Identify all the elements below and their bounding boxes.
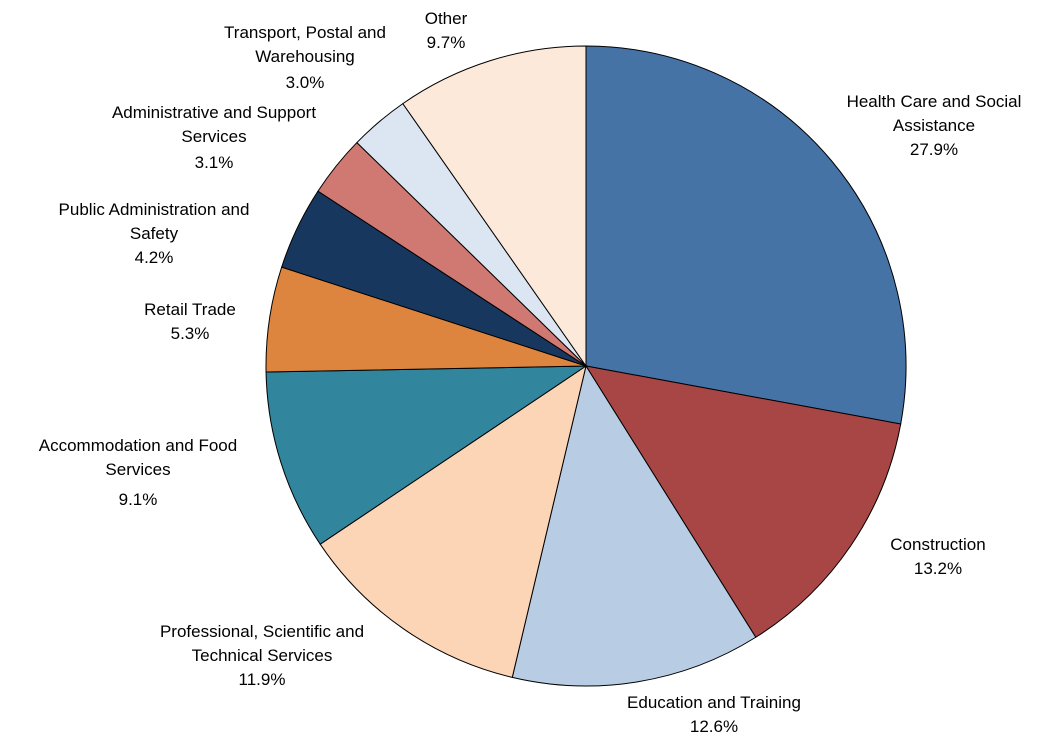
category-label: Health Care and Social Assistance (846, 92, 1022, 135)
slice (402, 45, 587, 368)
slice-label: Transport, Postal and Warehousing 3.0% (210, 21, 400, 95)
slice-label: Education and Training 12.6% (584, 691, 844, 739)
value-label: 27.9% (909, 140, 959, 159)
slice-label: Public Administration and Safety 4.2% (42, 198, 267, 270)
value-label: 9.1% (118, 490, 158, 509)
slice (584, 365, 902, 638)
value-label: 12.6% (689, 717, 739, 736)
category-label: Other (424, 9, 468, 28)
value-label: 3.0% (285, 73, 325, 92)
slice (585, 45, 907, 425)
slice (265, 365, 588, 545)
slice-label: Accommodation and Food Services 9.1% (36, 434, 241, 512)
category-label: Administrative and Support Services (111, 103, 317, 146)
slice (319, 364, 587, 678)
category-label: Education and Training (627, 693, 801, 712)
value-label: 5.3% (170, 324, 210, 343)
value-label: 11.9% (238, 670, 286, 689)
slice-label: Other 9.7% (396, 7, 496, 55)
category-label: Transport, Postal and Warehousing (224, 23, 386, 66)
value-label: 4.2% (134, 248, 174, 267)
category-label: Retail Trade (144, 300, 236, 319)
category-label: Construction (890, 535, 986, 554)
slice-label: Retail Trade 5.3% (110, 298, 270, 346)
category-label: Accommodation and Food Services (38, 436, 238, 479)
category-label: Professional, Scientific and Technical S… (159, 622, 365, 665)
slice (511, 364, 757, 687)
slice-label: Health Care and Social Assistance 27.9% (834, 90, 1034, 162)
value-label: 3.1% (194, 153, 234, 172)
category-label: Public Administration and Safety (58, 200, 250, 243)
slice-label: Administrative and Support Services 3.1% (97, 101, 332, 175)
value-label: 13.2% (913, 559, 963, 578)
slice-label: Construction 13.2% (858, 533, 1018, 581)
slice-label: Professional, Scientific and Technical S… (137, 620, 387, 692)
value-label: 9.7% (426, 33, 466, 52)
